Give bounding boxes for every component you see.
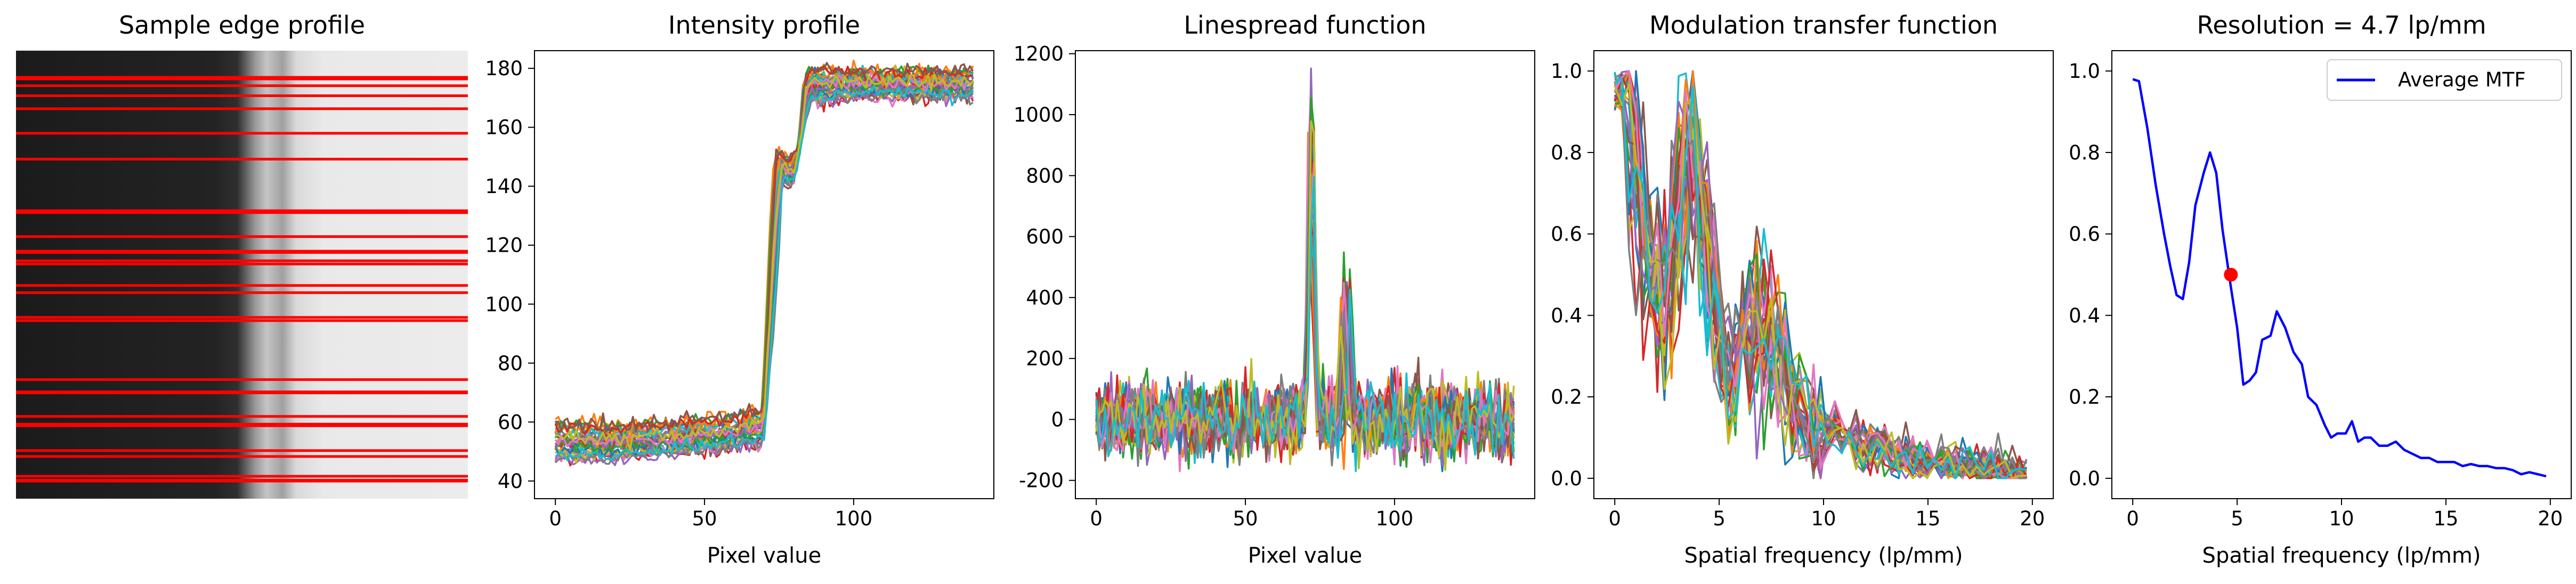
plot-area-mtf [1614, 70, 2028, 479]
y-tick-label-intensity: 180 [485, 57, 523, 80]
y-tick-label-mtf: 0.4 [1551, 304, 1582, 327]
y-ticks-intensity: 40 60 80 100 120 140 160 180 [485, 57, 534, 493]
x-tick-label-mtf: 20 [2020, 507, 2045, 530]
x-tick-label-average-mtf: 5 [2231, 507, 2243, 530]
y-tick-label-intensity: 140 [485, 175, 523, 198]
y-tick-label-mtf: 0.0 [1551, 467, 1582, 490]
edge-image [16, 51, 468, 499]
axes-frame-intensity [534, 50, 994, 499]
y-tick-label-intensity: 120 [485, 234, 523, 257]
y-tick-label-average-mtf: 1.0 [2069, 60, 2100, 83]
y-tick-label-linespread: 800 [1026, 164, 1064, 187]
x-ticks-linespread: 0 50 100 [1090, 499, 1413, 530]
x-tick-label-average-mtf: 0 [2126, 507, 2139, 530]
plot-area-linespread [1095, 67, 1515, 473]
x-tick-label-intensity: 50 [692, 507, 717, 530]
legend: Average MTF [2327, 59, 2562, 101]
y-tick-label-mtf: 0.8 [1551, 141, 1582, 164]
linespread-series-line [1095, 176, 1515, 459]
resolution-marker [2224, 268, 2238, 282]
intensity-series-line [555, 73, 974, 451]
y-tick-label-average-mtf: 0.6 [2069, 223, 2100, 246]
x-tick-label-average-mtf: 15 [2433, 507, 2458, 530]
sampling-lines [16, 76, 468, 483]
title-modulation-transfer-function: Modulation transfer function [1649, 11, 1998, 39]
y-tick-label-mtf: 0.2 [1551, 386, 1582, 409]
plot-area-average-mtf [2132, 78, 2547, 478]
x-ticks-intensity: 0 50 100 [549, 499, 872, 530]
x-tick-label-linespread: 50 [1233, 507, 1258, 530]
y-tick-label-intensity: 60 [498, 411, 523, 434]
x-ticks-average-mtf: 0 5 10 15 20 [2126, 499, 2563, 530]
xlabel-mtf: Spatial frequency (lp/mm) [1684, 543, 1963, 568]
panel-modulation-transfer-function: Modulation transfer function 0 5 10 15 20 0.… [1551, 11, 2054, 568]
x-tick-label-intensity: 100 [835, 507, 873, 530]
y-tick-label-intensity: 100 [485, 293, 523, 316]
legend-box [2327, 59, 2562, 101]
plot-area-intensity [554, 59, 974, 467]
legend-label-average-mtf: Average MTF [2398, 68, 2526, 91]
y-tick-label-average-mtf: 0.2 [2069, 386, 2100, 409]
y-tick-label-average-mtf: 0.8 [2069, 141, 2100, 164]
panel-resolution: Resolution = 4.7 lp/mm 0 5 10 15 20 0.00.20.… [2069, 11, 2572, 568]
xlabel-average-mtf: Spatial frequency (lp/mm) [2202, 543, 2481, 568]
y-tick-label-linespread: -200 [1019, 469, 1064, 492]
x-tick-label-linespread: 100 [1376, 507, 1414, 530]
title-linespread-function: Linespread function [1184, 11, 1426, 39]
y-tick-label-linespread: 600 [1026, 226, 1064, 249]
y-ticks-linespread: -200 0 200 400 600 800 1000 1200 [1014, 43, 1075, 492]
y-tick-label-linespread: 1200 [1014, 43, 1064, 66]
panel-linespread-function: Linespread function 0 50 100 -200 0 200 400 60… [1014, 11, 1535, 568]
y-tick-label-mtf: 1.0 [1551, 60, 1582, 83]
mtf-series-line [1614, 74, 2028, 479]
x-tick-label-intensity: 0 [549, 507, 562, 530]
mtf-series-line [1614, 77, 2027, 479]
y-tick-label-linespread: 400 [1026, 286, 1064, 309]
y-tick-label-linespread: 200 [1026, 347, 1064, 370]
intensity-series-line [554, 85, 974, 462]
y-tick-label-linespread: 0 [1051, 408, 1064, 431]
title-sample-edge-profile: Sample edge profile [119, 11, 365, 39]
title-resolution: Resolution = 4.7 lp/mm [2197, 11, 2486, 39]
x-tick-label-mtf: 15 [1915, 507, 1940, 530]
x-tick-label-linespread: 0 [1090, 507, 1103, 530]
x-ticks-mtf: 0 5 10 15 20 [1608, 499, 2045, 530]
x-tick-label-average-mtf: 20 [2538, 507, 2563, 530]
axes-frame-linespread [1075, 50, 1535, 499]
y-ticks-mtf: 0.0 0.2 0.4 0.6 0.8 1.0 [1551, 60, 1594, 490]
y-tick-label-intensity: 80 [498, 352, 523, 375]
y-tick-label-intensity: 40 [498, 470, 523, 493]
title-intensity-profile: Intensity profile [668, 11, 860, 39]
y-tick-label-average-mtf: 0.4 [2069, 304, 2100, 327]
panel-sample-edge-profile: Sample edge profile [16, 11, 468, 499]
average-mtf-line [2132, 78, 2547, 478]
xlabel-intensity: Pixel value [707, 543, 822, 568]
y-tick-label-intensity: 160 [485, 116, 523, 139]
xlabel-linespread: Pixel value [1248, 543, 1363, 568]
x-tick-label-mtf: 0 [1608, 507, 1621, 530]
y-tick-label-mtf: 0.6 [1551, 223, 1582, 246]
y-tick-label-linespread: 1000 [1014, 103, 1064, 126]
x-tick-label-average-mtf: 10 [2329, 507, 2354, 530]
x-tick-label-mtf: 5 [1713, 507, 1726, 530]
x-tick-label-mtf: 10 [1811, 507, 1836, 530]
mtf-series-line [1614, 70, 2027, 479]
panel-intensity-profile: Intensity profile 0 50 100 40 60 80 100 120 140… [485, 11, 994, 568]
y-ticks-average-mtf: 0.0 0.2 0.4 0.6 0.8 1.0 [2069, 60, 2112, 490]
intensity-series-line [555, 62, 974, 434]
y-tick-label-average-mtf: 0.0 [2069, 467, 2100, 490]
